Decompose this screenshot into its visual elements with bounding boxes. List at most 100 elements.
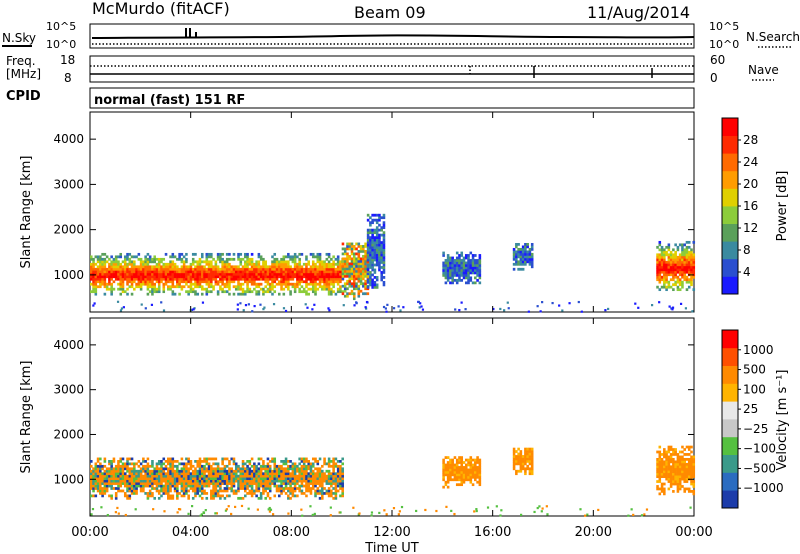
data-cell: [128, 270, 132, 274]
data-cell: [663, 448, 666, 451]
data-cell: [455, 259, 459, 262]
data-cell: [298, 472, 301, 476]
data-cell: [205, 496, 209, 500]
data-cell: [362, 257, 365, 261]
data-cell: [683, 477, 686, 481]
data-cell: [683, 472, 686, 476]
data-cell: [257, 282, 261, 286]
data-cell: [528, 455, 532, 458]
data-cell: [246, 275, 249, 279]
data-cell: [216, 479, 220, 483]
data-cell: [237, 469, 240, 473]
data-cell: [119, 467, 123, 471]
data-cell: [687, 453, 691, 456]
data-cell: [101, 492, 104, 495]
data-cell: [530, 262, 534, 266]
data-cell: [521, 464, 525, 468]
data-cell: [357, 254, 361, 258]
data-cell: [216, 489, 220, 493]
data-cell: [200, 260, 204, 264]
data-cell: [144, 275, 147, 279]
data-cell: [321, 272, 324, 276]
data-cell: [169, 487, 172, 490]
data-cell: [275, 479, 279, 483]
data-cell: [451, 468, 454, 472]
data-cell: [137, 275, 141, 279]
data-cell: [92, 287, 95, 291]
data-cell: [330, 460, 333, 463]
data-cell: [264, 267, 267, 271]
data-cell: [503, 309, 506, 312]
data-cell: [178, 285, 181, 289]
data-cell: [130, 479, 134, 483]
data-cell: [357, 267, 361, 271]
data-cell: [144, 492, 147, 495]
data-cell: [257, 290, 261, 294]
data-cell: [117, 469, 120, 473]
data-cell: [323, 285, 326, 289]
data-cell: [246, 255, 249, 259]
data-cell: [203, 280, 206, 284]
data-cell: [137, 482, 141, 485]
data-cell: [123, 262, 127, 266]
data-cell: [656, 487, 659, 491]
data-cell: [530, 472, 534, 476]
data-cell: [681, 457, 684, 461]
data-cell: [287, 512, 290, 515]
data-cell: [307, 267, 311, 271]
data-cell: [90, 477, 93, 481]
data-cell: [162, 487, 166, 490]
data-cell: [164, 484, 168, 488]
data-cell: [105, 472, 109, 476]
data-cell: [289, 255, 292, 259]
data-cell: [148, 492, 152, 495]
data-cell: [314, 267, 317, 271]
data-cell: [108, 257, 111, 261]
data-cell: [248, 489, 252, 493]
data-cell: [153, 255, 156, 259]
data-cell: [670, 307, 673, 310]
data-cell: [280, 467, 283, 471]
data-cell: [271, 267, 274, 271]
data-cell: [210, 272, 213, 276]
data-cell: [382, 256, 386, 259]
data-cell: [528, 252, 532, 256]
data-cell: [223, 472, 227, 476]
data-cell: [182, 462, 186, 466]
data-cell: [137, 472, 141, 476]
data-cell: [291, 467, 295, 471]
data-cell: [692, 475, 696, 478]
data-cell: [460, 478, 464, 482]
colorbar-swatch: [722, 454, 738, 473]
data-cell: [241, 265, 245, 269]
data-cell: [336, 290, 340, 294]
colorbar-tick-label: −500: [743, 461, 776, 475]
data-cell: [667, 462, 671, 466]
data-cell: [375, 241, 379, 244]
data-cell: [658, 275, 662, 279]
data-cell: [135, 469, 138, 473]
data-cell: [683, 273, 686, 277]
data-cell: [225, 494, 229, 498]
data-cell: [130, 457, 134, 461]
data-cell: [176, 469, 179, 473]
data-cell: [189, 484, 193, 488]
data-cell: [282, 474, 286, 478]
data-cell: [96, 255, 100, 259]
data-cell: [291, 489, 295, 493]
data-cell: [669, 453, 673, 456]
data-cell: [512, 447, 516, 451]
data-cell: [194, 489, 197, 493]
velocity-y-label: Slant Range [km]: [19, 361, 34, 474]
data-cell: [259, 282, 263, 286]
data-cell: [135, 270, 138, 274]
data-cell: [329, 514, 332, 517]
data-cell: [232, 460, 236, 463]
data-cell: [352, 506, 355, 509]
data-cell: [94, 290, 98, 294]
data-cell: [187, 477, 190, 481]
data-cell: [146, 467, 150, 471]
data-cell: [350, 269, 354, 273]
data-cell: [316, 260, 320, 264]
data-cell: [350, 257, 354, 261]
